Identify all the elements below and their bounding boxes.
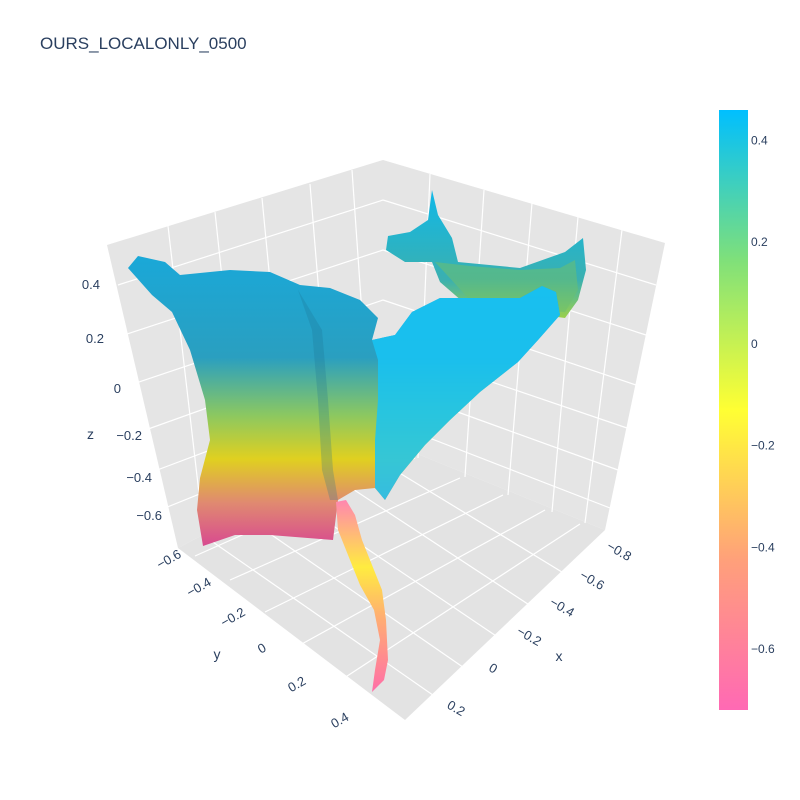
x-tick: −0.2 (514, 623, 544, 649)
x-tick: 0.2 (445, 697, 468, 719)
z-tick: 0.4 (82, 277, 100, 292)
y-tick: 0 (255, 640, 269, 657)
y-axis-label: y (214, 646, 221, 662)
colorbar-ticks: 0.4 0.2 0 −0.2 −0.4 −0.6 (751, 134, 775, 657)
colorbar-tick: 0 (751, 337, 758, 351)
colorbar-tick: 0.2 (751, 235, 768, 249)
z-tick: −0.4 (126, 470, 152, 485)
x-tick: 0 (486, 660, 500, 677)
x-tick: −0.6 (577, 567, 607, 593)
surface-main-lightface (372, 286, 560, 500)
z-tick: 0.2 (86, 331, 104, 346)
y-tick: −0.6 (154, 546, 184, 572)
y-tick: −0.2 (218, 604, 248, 630)
z-tick: 0 (114, 381, 121, 396)
y-tick: 0.2 (285, 673, 308, 695)
colorbar-tick: −0.6 (751, 642, 775, 656)
colorbar-tick: −0.2 (751, 439, 775, 453)
surface-ribbon (336, 500, 388, 692)
colorbar-tick: −0.4 (751, 540, 775, 554)
x-axis-label: x (556, 648, 563, 664)
colorbar: 0.4 0.2 0 −0.2 −0.4 −0.6 (719, 110, 775, 710)
y-tick: 0.4 (328, 709, 351, 731)
chart-title: OURS_LOCALONLY_0500 (40, 34, 247, 53)
colorbar-scale (719, 110, 748, 710)
surface-fold-shadow (298, 290, 338, 500)
y-tick: −0.4 (184, 574, 214, 600)
x-tick: −0.4 (547, 594, 577, 620)
z-tick: −0.2 (116, 428, 142, 443)
z-axis: 0.4 0.2 0 −0.2 −0.4 −0.6 z (82, 277, 162, 523)
x-tick: −0.8 (604, 538, 634, 564)
colorbar-tick: 0.4 (751, 134, 768, 148)
z-tick: −0.6 (136, 508, 162, 523)
surface-main (128, 256, 560, 546)
surface-ribbon-patch (336, 500, 388, 692)
z-axis-label: z (87, 426, 94, 442)
